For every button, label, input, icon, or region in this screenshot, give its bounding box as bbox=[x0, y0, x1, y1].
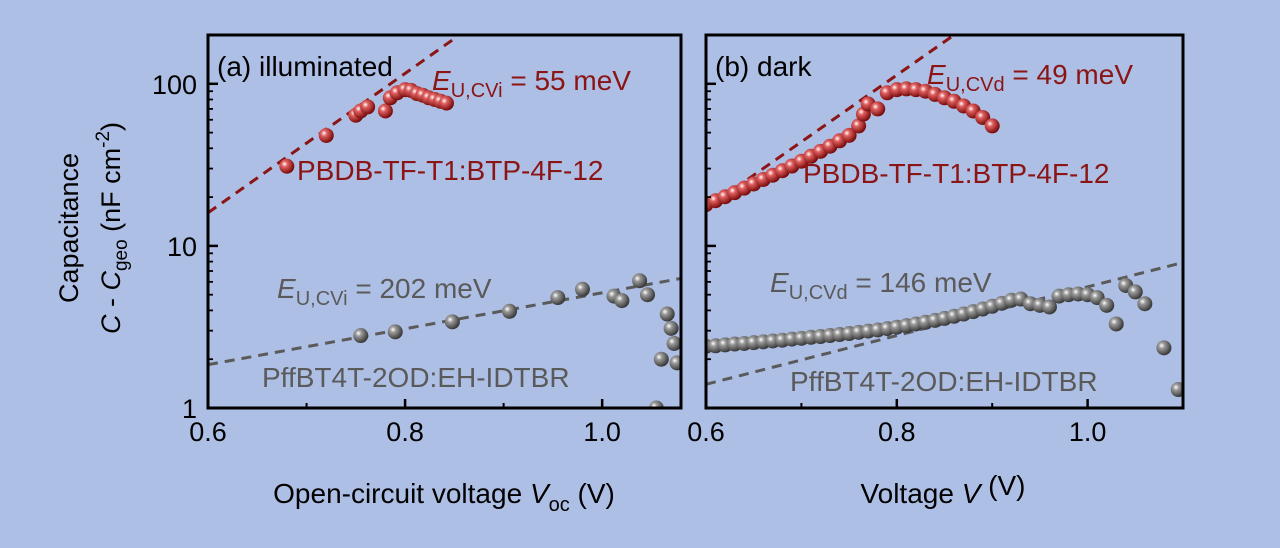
x-tick-label-a: 0.6 bbox=[189, 417, 227, 447]
data-point-a-1 bbox=[648, 400, 664, 408]
data-point-a-1 bbox=[614, 293, 630, 309]
panel-a-gray-series-label: PffBT4T-2OD:EH-IDTBR bbox=[262, 362, 570, 393]
data-point-b-0 bbox=[984, 118, 1000, 134]
data-point-a-1 bbox=[659, 306, 675, 322]
panel-b-x-axis-title: Voltage V (V) bbox=[861, 470, 1026, 509]
panel-a-gray-fit-label: EU,CVi = 202 meV bbox=[277, 273, 492, 310]
data-point-b-1 bbox=[1170, 382, 1183, 398]
data-point-a-1 bbox=[663, 320, 679, 336]
panel-a-x-axis-title: Open-circuit voltage Voc (V) bbox=[273, 478, 615, 516]
data-point-b-1 bbox=[1099, 297, 1115, 313]
x-tick-label-a: 1.0 bbox=[583, 417, 621, 447]
fit-line-a-1 bbox=[208, 276, 681, 367]
data-point-a-1 bbox=[574, 281, 590, 297]
data-point-a-0 bbox=[318, 127, 334, 143]
y-tick-label-a: 100 bbox=[152, 70, 197, 100]
panel-b-red-fit-label: EU,CVd = 49 meV bbox=[927, 59, 1133, 96]
panel-b-gray-series-label: PffBT4T-2OD:EH-IDTBR bbox=[790, 366, 1098, 397]
x-tick-label-b: 0.8 bbox=[878, 417, 916, 447]
data-point-b-1 bbox=[1127, 284, 1143, 300]
data-point-a-0 bbox=[360, 99, 376, 115]
panel-b-red-series-label: PBDB-TF-T1:BTP-4F-12 bbox=[803, 158, 1109, 189]
panel-b-gray-fit-label: EU,CVd = 146 meV bbox=[770, 267, 992, 304]
panel-a-red-fit-label: EU,CVi = 55 meV bbox=[432, 65, 631, 102]
data-point-a-0 bbox=[438, 95, 454, 111]
x-tick-label-a: 0.8 bbox=[386, 417, 424, 447]
data-point-a-1 bbox=[666, 335, 681, 351]
panel-b-frame bbox=[704, 33, 1185, 410]
data-point-a-1 bbox=[669, 355, 681, 371]
data-point-b-0 bbox=[851, 118, 867, 134]
data-point-b-0 bbox=[870, 101, 886, 117]
data-point-a-1 bbox=[387, 324, 403, 340]
data-point-a-1 bbox=[550, 290, 566, 306]
data-point-b-0 bbox=[841, 127, 857, 143]
x-tick-label-b: 1.0 bbox=[1069, 417, 1107, 447]
panel-b: 0.6 0.8 1.0 (b) dark EU,CVd = 49 meV PBDB-… bbox=[687, 33, 1185, 509]
y-tick-label-a: 1 bbox=[182, 394, 197, 424]
data-point-a-0 bbox=[279, 158, 295, 174]
panel-a-frame bbox=[206, 33, 683, 410]
y-axis-title-line2: C - Cgeo (nF cm-2) bbox=[93, 122, 132, 334]
panel-a-red-series-label: PBDB-TF-T1:BTP-4F-12 bbox=[297, 155, 603, 186]
data-point-b-1 bbox=[1041, 299, 1057, 315]
data-point-b-1 bbox=[1156, 340, 1172, 356]
data-point-a-1 bbox=[444, 314, 460, 330]
panel-a-label: (a) illuminated bbox=[217, 51, 393, 82]
data-point-b-1 bbox=[1137, 296, 1153, 312]
data-point-b-1 bbox=[1108, 316, 1124, 332]
data-point-a-1 bbox=[639, 287, 655, 303]
data-point-a-0 bbox=[377, 103, 393, 119]
panel-a: 0.6 0.8 1.0 1 10 100 (a) illuminated EU,CVi =… bbox=[152, 33, 683, 516]
data-point-a-1 bbox=[653, 351, 669, 367]
data-point-a-1 bbox=[502, 303, 518, 319]
x-tick-label-b: 0.6 bbox=[687, 417, 725, 447]
data-point-a-1 bbox=[353, 328, 369, 344]
y-axis-title-line1: Capacitance bbox=[54, 153, 84, 303]
data-point-a-1 bbox=[632, 273, 648, 289]
panel-b-label: (b) dark bbox=[715, 51, 812, 82]
y-tick-label-a: 10 bbox=[167, 232, 197, 262]
